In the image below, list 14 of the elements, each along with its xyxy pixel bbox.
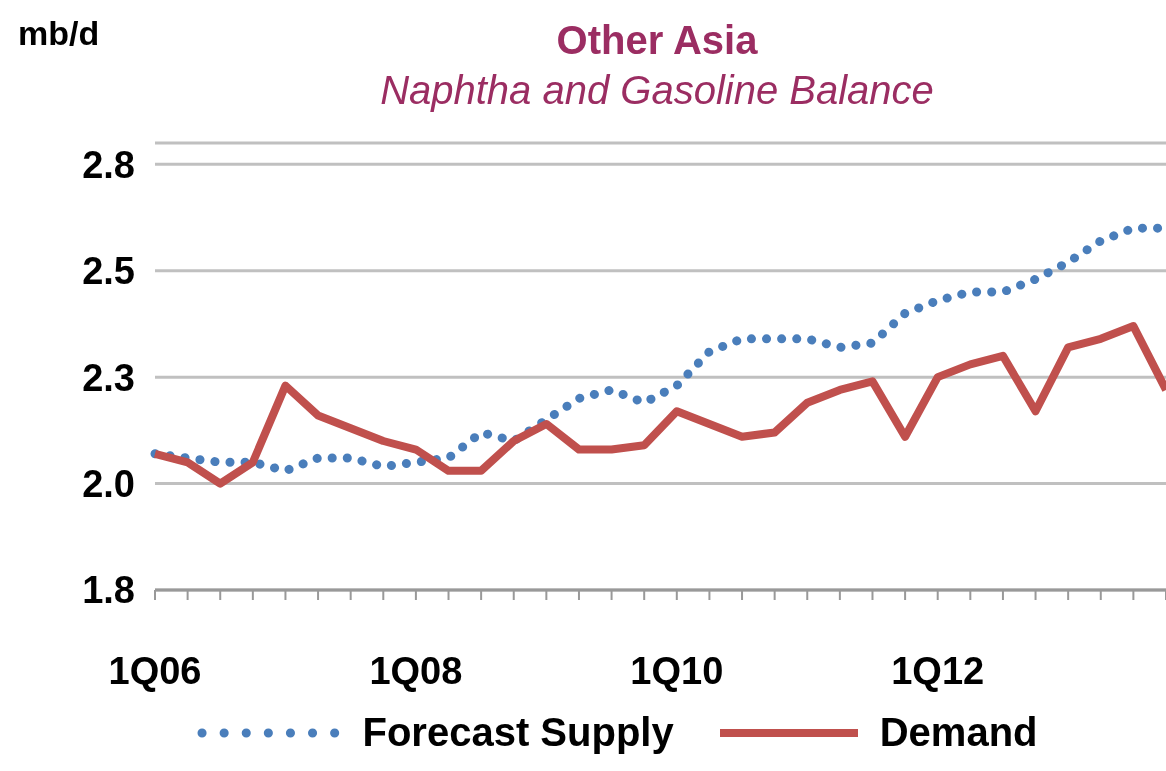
- x-tick-label: 1Q06: [108, 649, 202, 692]
- legend-label: Demand: [879, 710, 1038, 755]
- chart-subtitle: Naphtha and Gasoline Balance: [379, 67, 935, 114]
- y-tick-label: 1.8: [82, 569, 135, 612]
- x-tick-label: 1Q08: [369, 649, 463, 692]
- y-tick-label: 2.0: [82, 463, 135, 506]
- legend-label: Forecast Supply: [362, 710, 674, 755]
- chart-title: Other Asia: [555, 17, 759, 64]
- y-tick-label: 2.5: [82, 250, 135, 293]
- y-tick-label: 2.8: [82, 143, 135, 186]
- x-tick-label: 1Q10: [630, 649, 724, 692]
- y-tick-label: 2.3: [82, 356, 135, 399]
- x-tick-label: 1Q12: [891, 649, 985, 692]
- y-axis-title: mb/d: [18, 14, 100, 53]
